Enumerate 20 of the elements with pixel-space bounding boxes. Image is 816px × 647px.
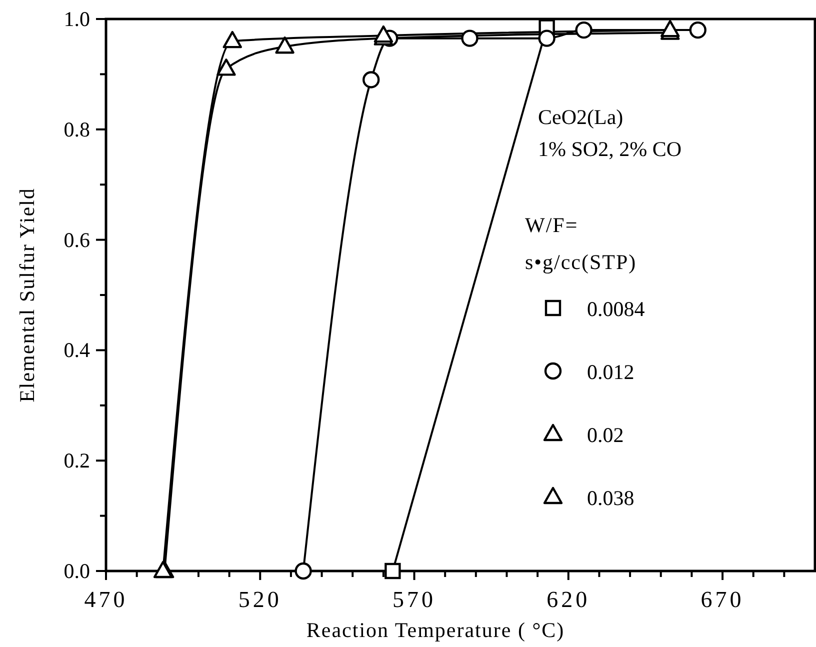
y-tick-label: 0.2 — [64, 448, 90, 473]
x-tick-label: 620 — [546, 587, 590, 612]
legend-label: 0.02 — [587, 423, 624, 447]
y-tick-label: 0.6 — [64, 228, 90, 252]
x-axis-title: Reaction Temperature ( °C) — [306, 618, 565, 642]
legend-label: 0.012 — [587, 360, 634, 384]
x-tick-label: 520 — [238, 587, 282, 612]
x-tick-label: 670 — [700, 587, 744, 612]
text: 0.0 — [64, 559, 90, 583]
legend-title: W/F= s•g/cc(STP) — [525, 213, 637, 274]
y-tick-label: 0.4 — [64, 338, 90, 362]
y-tick-label: 1.0 — [64, 7, 90, 31]
annotation: CeO2(La) — [538, 105, 624, 129]
annotation: 1% SO2, 2% CO — [538, 137, 682, 161]
legend-label: 0.0084 — [587, 297, 646, 321]
y-tick-label: 0.8 — [64, 117, 90, 142]
x-tick-label: 470 — [84, 587, 128, 612]
x-tick-label: 570 — [392, 587, 436, 612]
legend-label: 0.038 — [587, 486, 634, 510]
y-axis-title: Elemental Sulfur Yield — [15, 188, 39, 402]
